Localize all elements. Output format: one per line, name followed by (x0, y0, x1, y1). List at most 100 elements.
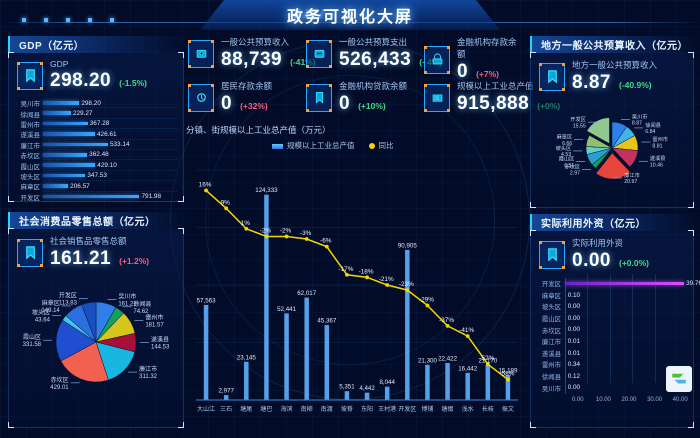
pie-value: 43.64 (35, 317, 51, 323)
fdi-bar-row: 廉江市 0.01 (535, 335, 685, 348)
x-tick-label: 王村港 (378, 405, 396, 413)
kpi-card-4[interactable]: 居民存款余额 0 (+32%) (188, 80, 272, 115)
fdi-bar-label: 开发区 (541, 281, 561, 289)
pie-label: 坡头区 (32, 308, 50, 316)
output-bar-value: 62,017 (297, 290, 316, 297)
gdp-bar-fill (43, 132, 95, 136)
output-bar-value: 8,044 (379, 379, 395, 386)
pie-slice (611, 147, 639, 168)
x-tick-label: 南柳 (301, 405, 313, 413)
pie-value: 10.46 (650, 162, 663, 168)
kpi-label: 规模以上工业总产值 (457, 81, 534, 91)
budget-income-icon (188, 39, 214, 68)
gdp-bar-track: 367.28 (43, 119, 177, 130)
gdp-bar-row: 吴川市 298.20 (13, 98, 177, 109)
output-bar (304, 297, 309, 400)
pie-value: 149.14 (41, 308, 60, 314)
fdi-bar-value: 0.00 (567, 326, 581, 334)
pie-value: 20.97 (624, 179, 637, 185)
kpi-label: 金融机构贷款余额 (339, 81, 408, 91)
pie-label: 赤坎区 (564, 162, 580, 170)
pie-label: 麻章区 (557, 133, 573, 141)
gdp-bar-fill (43, 173, 86, 178)
panel-retail: 社会消费品零售总额（亿元） 社会销售品零售总额 161.21 (+1.2%) 吴… (8, 212, 184, 428)
kpi-value: 0 (339, 93, 351, 114)
output-bar-value: 57,563 (197, 297, 216, 304)
fdi-bar-value: 0.00 (567, 384, 581, 392)
gdp-bar-label: 坡头区 (20, 173, 41, 181)
fdi-bar-label: 坡头区 (541, 304, 561, 312)
gdp-bar-value: 429.10 (97, 161, 117, 169)
panel-gdp-title: GDP（亿元） (19, 41, 85, 52)
gdp-bar-track: 206.57 (43, 181, 177, 192)
header-dot (22, 18, 26, 22)
x-tick-label: 振文 (502, 405, 514, 413)
output-bar-value: 52,441 (277, 306, 296, 313)
kpi-card-1[interactable]: 一般公共预算收入 88,739 (-41%) (188, 36, 316, 71)
retail-kpi: 社会销售品零售总额 161.21 (+1.2%) (9, 229, 183, 272)
bank-deposit-icon (424, 45, 450, 74)
gdp-bar-label: 赤坎区 (20, 153, 41, 161)
yoy-label: -2% (280, 227, 292, 234)
fdi-bar-label: 雷州市 (541, 362, 561, 370)
panel-fdi-title: 实际利用外资（亿元） (541, 219, 646, 230)
gdp-kpi-delta: (-1.5%) (119, 78, 147, 88)
yoy-label: -18% (359, 268, 374, 275)
kpi-card-5[interactable]: 金融机构贷款余额 0 (+10%) (306, 80, 407, 115)
fdi-bar-track: 0.00 (565, 312, 685, 325)
pie-value: 2.97 (570, 171, 580, 177)
x-tick-label: 塘缀 (442, 405, 454, 413)
gdp-bar-fill (43, 101, 80, 105)
fdi-bar-track: 0.00 (565, 382, 685, 394)
gdp-bar-fill (43, 121, 88, 126)
x-tick-label: 浅水 (462, 405, 474, 413)
title-plate: 政务可视化大屏 (200, 0, 500, 30)
local-budget-kpi-value: 8.87 (572, 72, 611, 93)
fdi-bar-value: 39.76 (686, 280, 700, 287)
gdp-bar-track: 533.14 (43, 140, 177, 150)
kpi-value: 0 (457, 61, 469, 82)
kpi-card-group: 一般公共预算收入 88,739 (-41%) 一般公共预算支出 526,433 … (188, 36, 560, 120)
fdi-bar-row: 坡头区 0.00 (535, 301, 685, 313)
yoy-point (224, 206, 229, 211)
kpi-label: 金融机构存款余额 (457, 37, 517, 59)
header-dot (44, 18, 48, 22)
kpi-card-3[interactable]: 金融机构存款余额 0 (+7%) (424, 36, 524, 83)
gdp-bar-value: 362.48 (89, 151, 109, 159)
output-bar (425, 364, 430, 400)
fdi-kpi: 实际利用外资 0.00 (+0.0%) (531, 231, 693, 274)
panel-gdp-header: GDP（亿元） (8, 36, 184, 53)
output-bar-value: 124,333 (255, 187, 278, 194)
gdp-bar-track: 429.10 (43, 160, 177, 171)
gdp-bar-row: 徐闻县 229.27 (13, 108, 177, 119)
yoy-point (425, 303, 430, 308)
gdp-bar-track: 298.20 (43, 98, 177, 109)
yoy-label: 9% (221, 199, 231, 206)
output-bar-value: 21,300 (418, 357, 437, 364)
kpi-value: 0 (221, 93, 233, 114)
pie-value: 8.81 (652, 143, 662, 149)
output-bar (244, 361, 249, 400)
yoy-label: -17% (338, 266, 353, 273)
gdp-bar-track: 362.48 (43, 150, 177, 161)
output-bar-value: 21,170 (478, 358, 497, 365)
yoy-label: -58% (499, 371, 514, 378)
gdp-bar-track: 791.98 (43, 192, 177, 202)
yoy-point (405, 288, 410, 293)
kpi-card-2[interactable]: 一般公共预算支出 526,433 (+4%) (306, 36, 442, 71)
gdp-bar-fill (43, 194, 140, 199)
output-bar (405, 249, 410, 400)
gdp-bar-value: 229.27 (72, 109, 93, 117)
gdp-bar-fill (43, 163, 96, 167)
yoy-point (365, 275, 369, 280)
yoy-point (304, 237, 309, 241)
pie-label: 徐闻县 (133, 300, 151, 308)
pie-value: 181.57 (145, 322, 164, 328)
yoy-point (465, 334, 470, 339)
kpi-delta: (-41%) (290, 57, 316, 67)
center-chart-legend: 规模以上工业总产值 同比 (272, 140, 394, 151)
x-tick-label: 长岐 (482, 405, 494, 413)
gdp-bar-fill (43, 152, 88, 157)
panel-fdi: 实际利用外资（亿元） 实际利用外资 0.00 (+0.0%) 开发区 39. (530, 214, 700, 428)
